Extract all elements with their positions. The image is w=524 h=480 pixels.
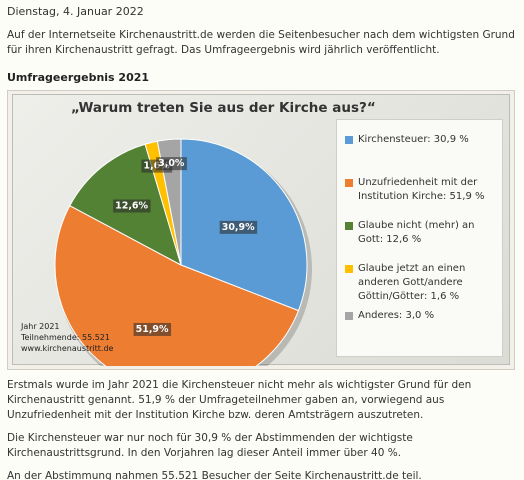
note-website: www.kirchenaustritt.de [21,344,114,353]
slice-label-glaube-nicht: 12,6% [115,200,148,211]
chart-title: „Warum treten Sie aus der Kirche aus?“ [71,100,376,116]
note-year: Jahr 2021 [21,322,60,331]
article-date: Dienstag, 4. Januar 2022 [7,5,144,18]
legend-item-anderer-gott: Glaube jetzt an einen anderen Gott/ander… [345,262,496,304]
legend-item-unzufriedenheit: Unzufriedenheit mit der Institution Kirc… [345,176,496,204]
legend-item-glaube-nicht: Glaube nicht (mehr) an Gott: 12,6 % [345,219,496,247]
legend-label-glaube-nicht: Glaube nicht (mehr) an Gott: 12,6 % [358,220,475,245]
slice-label-bg-glaube-nicht [113,199,151,213]
legend-label-anderes: Anderes: 3,0 % [358,310,435,321]
slice-label-unzufriedenheit: 51,9% [136,324,169,335]
legend-label-unzufriedenheit: Unzufriedenheit mit der Institution Kirc… [358,177,485,202]
legend-item-kirchensteuer: Kirchensteuer: 30,9 % [345,133,496,147]
intro-text: Auf der Internetseite Kirchenaustritt.de… [7,29,515,56]
legend-swatch-unzufriedenheit [345,179,353,187]
pie-slice-unzufriedenheit [54,205,300,366]
slice-label-bg-unzufriedenheit [133,322,172,336]
chart-panel: 30,9%51,9%12,6%1,6%3,0% „Warum treten Si… [12,94,510,366]
paragraph-3: An der Abstimmung nahmen 55.521 Besucher… [7,470,422,480]
legend-swatch-anderes [345,312,353,320]
chart-legend: Kirchensteuer: 30,9 % Unzufriedenheit mi… [336,119,503,357]
slice-label-anderes: 3,0% [158,158,185,169]
paragraph-1: Erstmals wurde im Jahr 2021 die Kirchens… [7,379,472,421]
slice-label-kirchensteuer: 30,9% [222,222,255,233]
slice-label-bg-anderes [156,157,187,171]
chart-frame: 30,9%51,9%12,6%1,6%3,0% „Warum treten Si… [7,90,515,370]
pie-chart: 30,9%51,9%12,6%1,6%3,0% [54,138,312,366]
legend-label-kirchensteuer: Kirchensteuer: 30,9 % [358,134,469,145]
legend-swatch-glaube-nicht [345,222,353,230]
section-title: Umfrageergebnis 2021 [7,71,150,84]
chart-source-note: Jahr 2021 Teilnehmende: 55.521 www.kirch… [21,321,113,354]
note-participants: Teilnehmende: 55.521 [21,333,110,342]
legend-swatch-kirchensteuer [345,136,353,144]
legend-label-anderer-gott: Glaube jetzt an einen anderen Gott/ander… [358,263,466,302]
slice-label-bg-kirchensteuer [219,220,258,234]
paragraph-2: Die Kirchensteuer war nur noch für 30,9 … [7,432,413,459]
legend-swatch-anderer-gott [345,265,353,273]
legend-item-anderes: Anderes: 3,0 % [345,309,496,323]
